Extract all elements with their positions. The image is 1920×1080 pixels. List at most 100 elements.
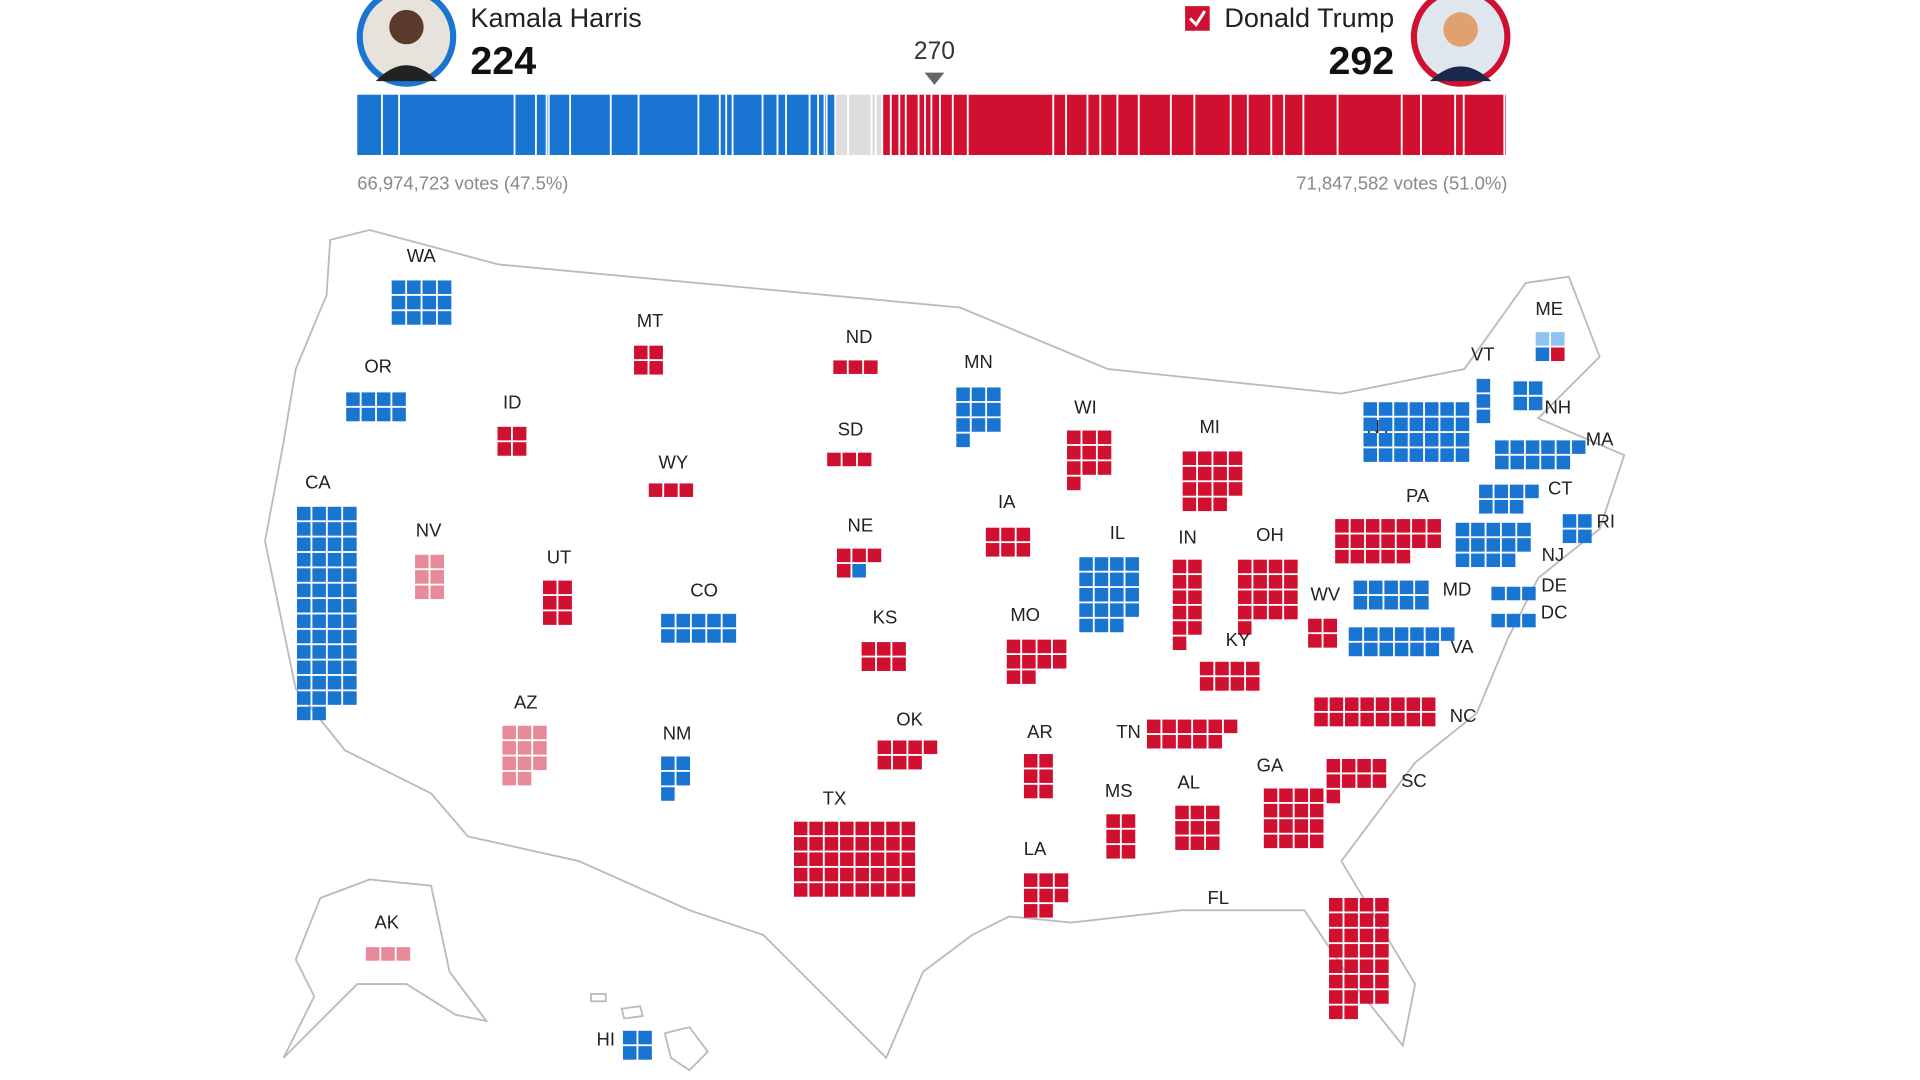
electoral-tile (1022, 655, 1036, 669)
bar-segment (827, 94, 835, 155)
state-tiles (1199, 661, 1260, 691)
electoral-tile (1198, 497, 1212, 512)
electoral-tile (664, 483, 678, 497)
electoral-tile (1188, 605, 1202, 620)
electoral-tile (1348, 642, 1363, 657)
electoral-tile (381, 947, 395, 961)
bar-segment (919, 94, 925, 155)
electoral-tile (1329, 944, 1343, 958)
electoral-tile (1525, 440, 1540, 454)
electoral-tile (391, 280, 406, 294)
bar-segment (1139, 94, 1170, 155)
electoral-tile (1182, 497, 1197, 512)
state-label: ME (1535, 298, 1563, 319)
state-label: NV (416, 519, 442, 540)
electoral-tile (1528, 381, 1543, 395)
electoral-tile (327, 614, 342, 628)
electoral-tile (1424, 402, 1439, 416)
electoral-tile (1162, 734, 1176, 749)
electoral-tile (956, 402, 970, 417)
electoral-tile (533, 756, 547, 771)
electoral-tile (1177, 719, 1192, 734)
electoral-tile (1360, 697, 1374, 711)
bar-segment (848, 94, 871, 155)
state-label: NM (663, 722, 692, 743)
electoral-tile (1359, 913, 1374, 927)
electoral-tile (1350, 519, 1365, 533)
electoral-tile (833, 360, 847, 374)
electoral-tile (437, 280, 452, 294)
state-tiles (1175, 805, 1220, 850)
electoral-tile (864, 360, 878, 374)
state-label: MA (1586, 428, 1614, 449)
electoral-tile (512, 426, 527, 441)
electoral-tile (422, 295, 436, 310)
electoral-tile (1578, 529, 1592, 544)
bar-segment (925, 94, 931, 155)
electoral-tile (901, 837, 916, 851)
bar-segment (1088, 94, 1100, 155)
electoral-tile (1372, 774, 1387, 788)
electoral-tile (1517, 522, 1531, 537)
candidate-electoral-votes: 292 (1329, 39, 1395, 83)
electoral-tile (1016, 543, 1031, 557)
electoral-tile (1522, 613, 1536, 628)
electoral-tile (517, 756, 532, 771)
bar-segment (1304, 94, 1337, 155)
electoral-tile (407, 311, 421, 325)
candidate-name: Donald Trump (1224, 3, 1394, 33)
electoral-tile (327, 675, 342, 690)
electoral-tile (1344, 974, 1358, 989)
electoral-tile (361, 407, 376, 422)
electoral-tile (1424, 448, 1439, 462)
state-tiles (985, 527, 1031, 557)
state-tiles (1023, 754, 1053, 799)
electoral-tile (1425, 627, 1440, 641)
state-tiles (1182, 451, 1243, 512)
electoral-tile (793, 883, 808, 897)
electoral-tile (1394, 448, 1408, 462)
electoral-tile (1097, 430, 1112, 445)
electoral-tile (312, 537, 326, 552)
electoral-tile (1455, 522, 1470, 537)
electoral-tile (1501, 538, 1516, 552)
electoral-tile (1491, 613, 1505, 628)
electoral-tile (1491, 586, 1505, 601)
electoral-tile (676, 756, 690, 771)
electoral-tile (1375, 928, 1389, 943)
electoral-tile (722, 629, 737, 643)
electoral-tile (343, 583, 357, 598)
bar-segment (763, 94, 777, 155)
electoral-tile (1375, 974, 1389, 989)
electoral-tile (497, 442, 512, 456)
electoral-tile (1284, 590, 1298, 604)
electoral-tile (1079, 603, 1093, 617)
electoral-tile (1206, 836, 1220, 850)
state-tiles (1146, 719, 1238, 749)
bar-segment (639, 94, 698, 155)
bar-segment (549, 94, 570, 155)
electoral-tile (1023, 904, 1038, 918)
bar-segment (900, 94, 905, 155)
state-label: UT (547, 546, 572, 567)
electoral-tile (296, 552, 311, 567)
state-tiles (1023, 873, 1069, 918)
electoral-tile (1344, 944, 1358, 958)
electoral-tile (1039, 888, 1053, 903)
bar-segment (953, 94, 967, 155)
electoral-tile (1551, 332, 1565, 346)
electoral-tile (1022, 670, 1036, 684)
bar-segment (382, 94, 399, 155)
electoral-tile (861, 642, 876, 656)
state-tiles (1535, 332, 1565, 346)
state-tiles (391, 280, 452, 325)
state-label: MT (637, 310, 664, 331)
bar-segment (1067, 94, 1087, 155)
electoral-tile (296, 614, 311, 628)
trump-photo (1410, 0, 1511, 87)
state-label: OH (1256, 524, 1284, 545)
electoral-tile (1263, 803, 1278, 818)
electoral-tile (1506, 586, 1521, 601)
electoral-tile (1188, 559, 1202, 574)
electoral-tile (1509, 484, 1524, 499)
